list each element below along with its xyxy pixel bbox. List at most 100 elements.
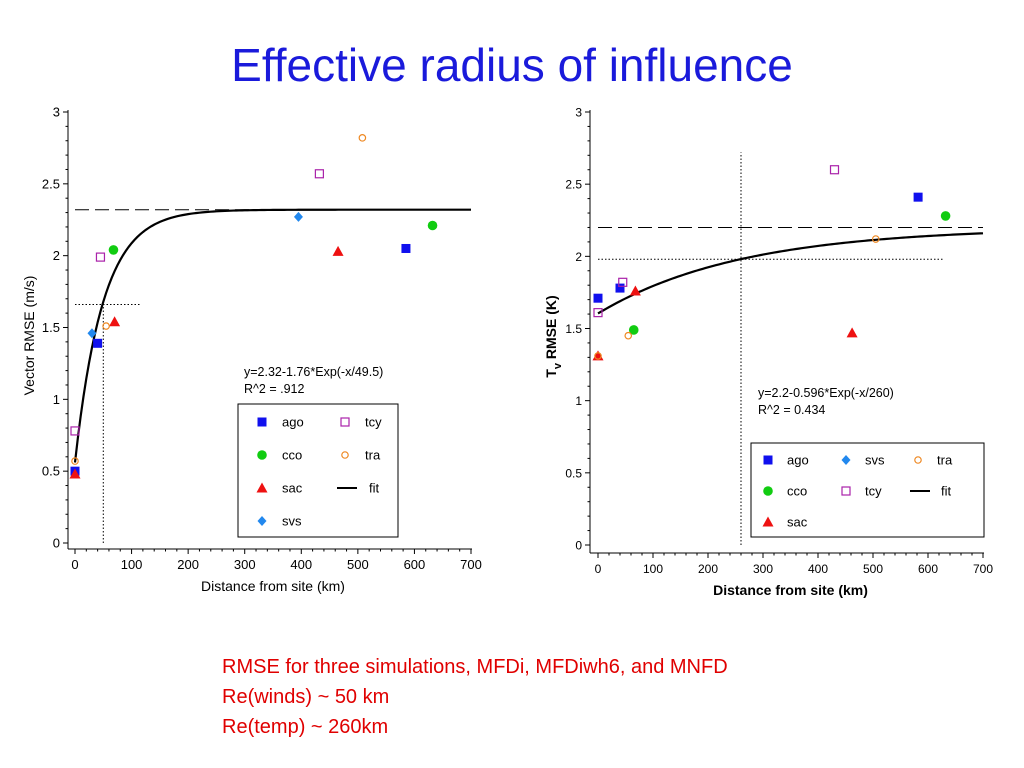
y-axis-label-sub: v <box>552 362 564 369</box>
x-axis-label: Distance from site (km) <box>201 578 345 594</box>
point-ago <box>401 243 411 253</box>
caption-line-2: Re(winds) ~ 50 km <box>222 686 390 708</box>
legend-label-cco: cco <box>787 484 807 499</box>
fit-equation: y=2.32-1.76*Exp(-x/49.5) <box>244 365 383 379</box>
y-tick-label: 3 <box>575 106 582 120</box>
legend-label-fit: fit <box>369 481 380 496</box>
point-tcy <box>618 277 628 287</box>
y-axis-label-text: RMSE (K) <box>543 295 559 363</box>
x-tick-label: 600 <box>918 562 938 576</box>
y-tick-label: 0 <box>53 536 60 551</box>
fit-r2: R^2 = 0.434 <box>758 403 825 417</box>
point-ago <box>593 293 603 303</box>
x-tick-label: 600 <box>404 557 426 572</box>
point-ago <box>913 192 923 202</box>
x-tick-label: 300 <box>753 562 773 576</box>
y-tick-label: 0 <box>575 539 582 553</box>
y-tick-label: 2.5 <box>565 178 582 192</box>
chart-right: 0 0.5 1 1.5 2 2.5 3 0 100 200 300 400 500 600 700 Dista… <box>543 106 993 599</box>
legend-label-tra: tra <box>365 448 381 463</box>
x-tick-label: 100 <box>643 562 663 576</box>
point-tcy <box>70 426 80 436</box>
x-tick-label: 700 <box>460 557 482 572</box>
legend-marker-cco <box>257 450 267 460</box>
y-tick-label: 1 <box>53 392 60 407</box>
legend-label-ago: ago <box>282 415 304 430</box>
fit-curve <box>597 232 984 315</box>
legend-label-tcy: tcy <box>865 484 882 499</box>
legend-marker-cco <box>763 486 773 496</box>
point-cco <box>628 325 639 335</box>
y-tick-label: 2 <box>575 250 582 264</box>
point-ago <box>93 338 103 348</box>
point-sac <box>332 245 344 256</box>
fit-equation: y=2.2-0.596*Exp(-x/260) <box>758 386 894 400</box>
legend-label-cco: cco <box>282 448 302 463</box>
x-tick-label: 700 <box>973 562 993 576</box>
legend-marker-ago <box>257 417 267 427</box>
point-tra <box>71 457 79 465</box>
legend-label-sac: sac <box>787 515 808 530</box>
point-tra <box>358 134 367 142</box>
legend-label-sac: sac <box>282 481 303 496</box>
legend-label-tra: tra <box>937 453 953 468</box>
legend-box <box>750 442 985 538</box>
point-sac <box>846 327 858 338</box>
y-axis-label: Vector RMSE (m/s) <box>21 276 37 396</box>
y-tick-label: 0.5 <box>565 466 582 480</box>
y-tick-label: 0.5 <box>42 464 60 479</box>
legend-label-ago: ago <box>787 453 809 468</box>
point-sac <box>69 468 81 479</box>
y-tick-label: 3 <box>53 105 60 120</box>
y-tick-label: 1.5 <box>565 322 582 336</box>
point-tra <box>594 352 602 360</box>
x-tick-label: 100 <box>121 557 143 572</box>
point-svs <box>293 211 303 222</box>
fit-r2: R^2 = .912 <box>244 382 304 396</box>
legend-marker-sac <box>256 482 268 493</box>
legend-marker-tcy <box>340 417 350 427</box>
point-ago <box>615 283 625 293</box>
point-cco <box>940 211 951 221</box>
legend-label-tcy: tcy <box>365 415 382 430</box>
y-tick-label: 2 <box>53 248 60 263</box>
y-tick-label: 1.5 <box>42 320 60 335</box>
legend-marker-svs <box>841 455 851 465</box>
legend-label-svs: svs <box>865 453 885 468</box>
y-axis-label-var: T <box>543 369 559 378</box>
point-svs <box>87 328 97 339</box>
y-tick-label: 2.5 <box>42 176 60 191</box>
caption: RMSE for three simulations, MFDi, MFDiwh… <box>222 652 728 742</box>
point-tcy <box>95 252 106 262</box>
x-tick-label: 500 <box>863 562 883 576</box>
x-tick-label: 0 <box>595 562 602 576</box>
point-tcy <box>314 169 324 179</box>
point-cco <box>108 245 119 255</box>
point-tra <box>871 235 880 243</box>
legend-marker-svs <box>257 516 267 526</box>
point-tra <box>624 331 633 340</box>
caption-line-1: RMSE for three simulations, MFDi, MFDiwh… <box>222 656 728 678</box>
page-title: Effective radius of influence <box>231 39 793 91</box>
legend-marker-tra <box>341 451 349 459</box>
x-tick-label: 200 <box>698 562 718 576</box>
x-tick-label: 500 <box>347 557 369 572</box>
caption-line-3: Re(temp) ~ 260km <box>222 716 389 738</box>
x-tick-label: 400 <box>290 557 312 572</box>
legend-marker-tra <box>914 456 922 464</box>
point-tra <box>102 322 110 330</box>
x-tick-label: 0 <box>71 557 78 572</box>
legend-label-fit: fit <box>941 484 952 499</box>
legend-marker-ago <box>763 455 773 465</box>
fit-curve <box>73 208 471 463</box>
point-tcy <box>829 165 840 175</box>
y-tick-label: 1 <box>575 394 582 408</box>
y-axis-label: Tv RMSE (K) <box>543 295 564 377</box>
x-tick-label: 200 <box>177 557 199 572</box>
point-cco <box>427 220 438 231</box>
legend-label-svs: svs <box>282 514 302 529</box>
point-tcy <box>593 308 603 318</box>
x-tick-label: 400 <box>808 562 828 576</box>
point-sac <box>109 316 121 327</box>
point-sac <box>629 285 641 296</box>
